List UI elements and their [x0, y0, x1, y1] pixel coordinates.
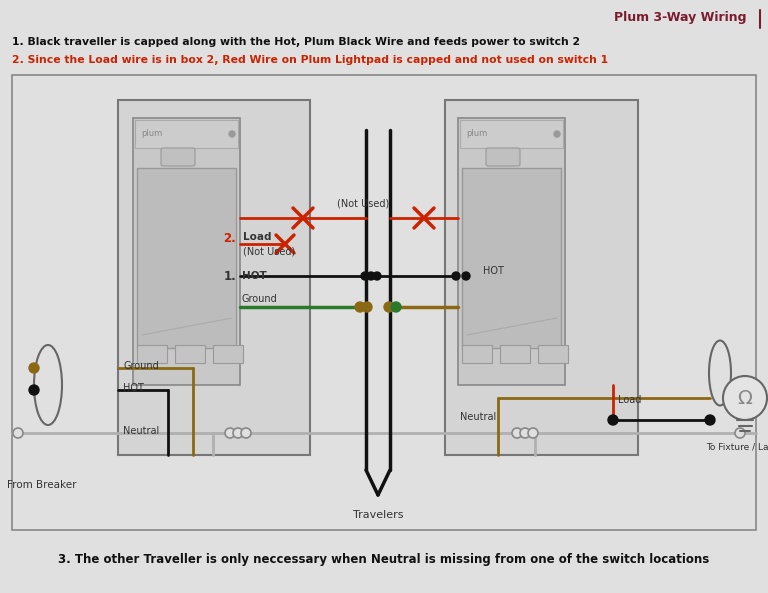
- FancyBboxPatch shape: [161, 148, 195, 166]
- Ellipse shape: [34, 345, 62, 425]
- Circle shape: [554, 131, 560, 137]
- Circle shape: [608, 415, 618, 425]
- Circle shape: [367, 272, 375, 280]
- Text: 1.: 1.: [223, 269, 236, 282]
- Text: plum: plum: [466, 129, 487, 139]
- Text: plum: plum: [141, 129, 162, 139]
- Circle shape: [528, 428, 538, 438]
- Text: HOT: HOT: [123, 383, 144, 393]
- Circle shape: [241, 428, 251, 438]
- Circle shape: [13, 428, 23, 438]
- Circle shape: [723, 376, 767, 420]
- Text: 2. Since the Load wire is in box 2, Red Wire on Plum Lightpad is capped and not : 2. Since the Load wire is in box 2, Red …: [12, 55, 608, 65]
- Bar: [175, 345, 205, 363]
- Text: (Not Used): (Not Used): [337, 199, 389, 209]
- Circle shape: [391, 302, 401, 312]
- Bar: [500, 345, 530, 363]
- Bar: [458, 118, 565, 385]
- Text: (Not Used): (Not Used): [243, 247, 295, 257]
- Bar: [460, 120, 563, 148]
- Circle shape: [355, 302, 365, 312]
- Text: Load: Load: [618, 395, 641, 405]
- Circle shape: [520, 428, 530, 438]
- Text: Ground: Ground: [242, 294, 278, 304]
- Circle shape: [512, 428, 522, 438]
- Text: 2.: 2.: [223, 231, 236, 244]
- Text: Travelers: Travelers: [353, 510, 403, 520]
- Circle shape: [225, 428, 235, 438]
- Bar: [133, 118, 240, 385]
- Bar: [462, 168, 561, 348]
- Text: Neutral: Neutral: [460, 412, 496, 422]
- Circle shape: [462, 272, 470, 280]
- Bar: [137, 168, 236, 348]
- Text: 1. Black traveller is capped along with the Hot, Plum Black Wire and feeds power: 1. Black traveller is capped along with …: [12, 37, 580, 47]
- Circle shape: [361, 272, 369, 280]
- Ellipse shape: [709, 340, 731, 406]
- Circle shape: [29, 385, 39, 395]
- Circle shape: [735, 428, 745, 438]
- Circle shape: [362, 302, 372, 312]
- Text: HOT: HOT: [242, 271, 266, 281]
- Bar: [137, 345, 167, 363]
- Circle shape: [705, 415, 715, 425]
- Bar: [135, 120, 238, 148]
- FancyBboxPatch shape: [486, 148, 520, 166]
- Text: To Fixture / Lamp: To Fixture / Lamp: [707, 443, 768, 452]
- Text: Neutral: Neutral: [123, 426, 159, 436]
- Circle shape: [384, 302, 394, 312]
- Bar: [462, 345, 492, 363]
- Text: Plum 3-Way Wiring: Plum 3-Way Wiring: [614, 11, 746, 24]
- Text: Ω: Ω: [737, 388, 753, 407]
- Text: From Breaker: From Breaker: [7, 480, 77, 490]
- Bar: [12, 75, 756, 530]
- Circle shape: [229, 131, 235, 137]
- Bar: [213, 345, 243, 363]
- Circle shape: [373, 272, 381, 280]
- Circle shape: [29, 363, 39, 373]
- Bar: [538, 345, 568, 363]
- Text: Ground: Ground: [123, 361, 159, 371]
- Text: HOT: HOT: [483, 266, 504, 276]
- Circle shape: [452, 272, 460, 280]
- Text: Load: Load: [243, 232, 272, 242]
- Bar: [118, 100, 310, 455]
- Text: 3. The other Traveller is only neccessary when Neutral is missing from one of th: 3. The other Traveller is only neccessar…: [58, 553, 710, 566]
- Circle shape: [233, 428, 243, 438]
- Bar: [445, 100, 638, 455]
